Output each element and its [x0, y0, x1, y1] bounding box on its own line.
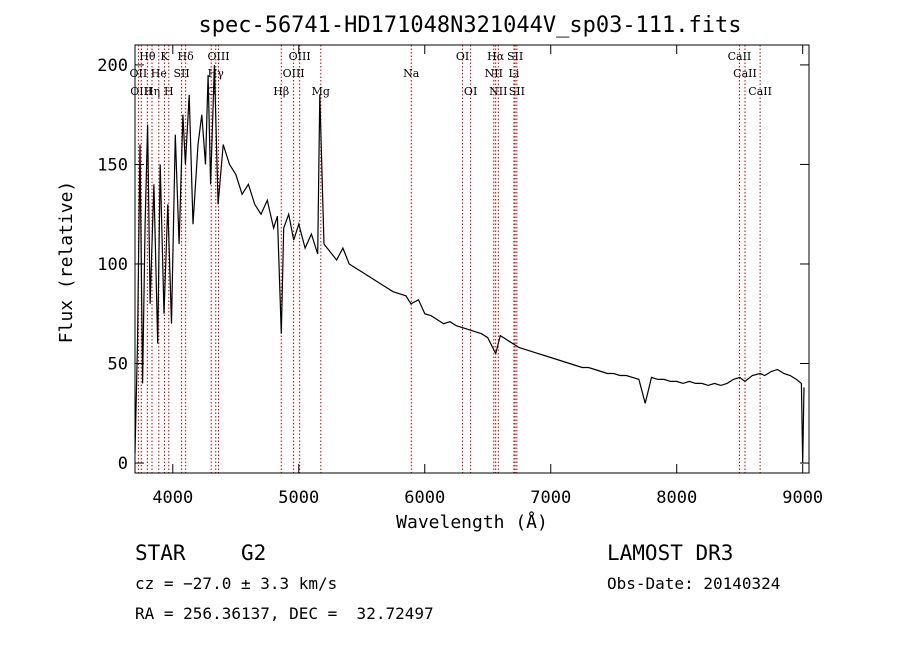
y-axis-label: Flux (relative)	[56, 181, 77, 344]
y-axis-ticks: 0 50 100 150 200	[97, 56, 809, 474]
x-tick-label: 5000	[278, 488, 319, 508]
spectral-line-label: SII	[507, 50, 523, 63]
spectral-line-label: OII	[130, 67, 148, 80]
spectral-line-label: OIII	[130, 85, 152, 98]
spectral-line-label: Li	[509, 67, 520, 80]
x-axis-ticks: 4000 5000 6000 7000 8000 9000	[152, 45, 823, 508]
spectral-line-label: NII	[489, 85, 507, 98]
y-tick-label: 0	[118, 454, 128, 474]
spectral-line-label: OI	[456, 50, 469, 63]
spectral-line-label: OIII	[289, 50, 311, 63]
chart-title: spec-56741-HD171048N321044V_sp03-111.fit…	[198, 13, 741, 38]
spectral-line-markers	[137, 45, 761, 473]
spectral-line-label: Hβ	[273, 85, 289, 98]
spectral-line-label: Na	[403, 67, 420, 80]
spectral-line-label: Hθ	[139, 50, 156, 63]
survey-name: LAMOST DR3	[607, 541, 734, 565]
spectral-line-label: Hη	[144, 85, 160, 98]
spectral-line-label: SII	[173, 67, 189, 80]
y-tick-label: 200	[97, 56, 128, 76]
coordinates: RA = 256.36137, DEC = 32.72497	[135, 604, 434, 623]
spectrum-line	[134, 64, 805, 464]
spectral-line-label: CaII	[748, 85, 772, 98]
spectral-line-label: OIII	[207, 50, 229, 63]
spectral-line-label: He	[151, 67, 167, 80]
x-tick-label: 8000	[656, 488, 697, 508]
spectral-line-label: Hα	[487, 50, 505, 63]
spectral-line-label: K	[160, 50, 169, 63]
spectral-line-label: CaII	[728, 50, 752, 63]
spectral-line-label: Hδ	[178, 50, 195, 63]
x-tick-label: 9000	[782, 488, 823, 508]
object-subclass: G2	[241, 541, 267, 565]
spectral-line-label: SII	[509, 85, 525, 98]
spectral-line-label: CaII	[733, 67, 757, 80]
x-tick-label: 6000	[404, 488, 445, 508]
y-tick-label: 100	[97, 255, 128, 275]
observation-date: Obs-Date: 20140324	[607, 574, 781, 593]
x-tick-label: 4000	[152, 488, 193, 508]
spectral-line-label: H	[164, 85, 174, 98]
y-tick-label: 150	[97, 155, 128, 175]
redshift-velocity: cz = −27.0 ± 3.3 km/s	[135, 574, 338, 593]
spectral-line-label: Hγ	[208, 67, 225, 80]
spectral-line-label: Mg	[312, 85, 330, 98]
plot-frame	[134, 44, 810, 474]
y-tick-label: 50	[108, 355, 128, 375]
spectral-line-label: OIII	[283, 67, 305, 80]
object-class: STAR	[135, 541, 186, 565]
x-tick-label: 7000	[530, 488, 571, 508]
x-axis-label: Wavelength (Å)	[396, 511, 548, 533]
spectral-line-label: G	[207, 85, 216, 98]
spectral-line-label: OI	[464, 85, 477, 98]
spectral-line-label: NII	[485, 67, 503, 80]
